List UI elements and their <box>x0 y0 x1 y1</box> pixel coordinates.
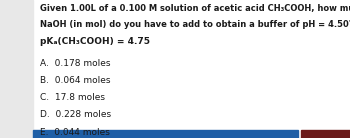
Text: Given 1.00L of a 0.100 M solution of acetic acid CH₃COOH, how much solid: Given 1.00L of a 0.100 M solution of ace… <box>40 4 350 13</box>
Text: A.  0.178 moles: A. 0.178 moles <box>40 59 111 68</box>
Bar <box>301 130 350 138</box>
Text: pKₐ(CH₃COOH) = 4.75: pKₐ(CH₃COOH) = 4.75 <box>40 37 150 46</box>
Text: C.  17.8 moles: C. 17.8 moles <box>40 93 105 102</box>
Text: NaOH (in mol) do you have to add to obtain a buffer of pH = 4.50?: NaOH (in mol) do you have to add to obta… <box>40 20 350 29</box>
Text: E.  0.044 moles: E. 0.044 moles <box>40 128 110 137</box>
Bar <box>33 130 298 138</box>
Bar <box>0 0 33 138</box>
Text: B.  0.064 moles: B. 0.064 moles <box>40 76 111 85</box>
Text: D.  0.228 moles: D. 0.228 moles <box>40 110 111 119</box>
